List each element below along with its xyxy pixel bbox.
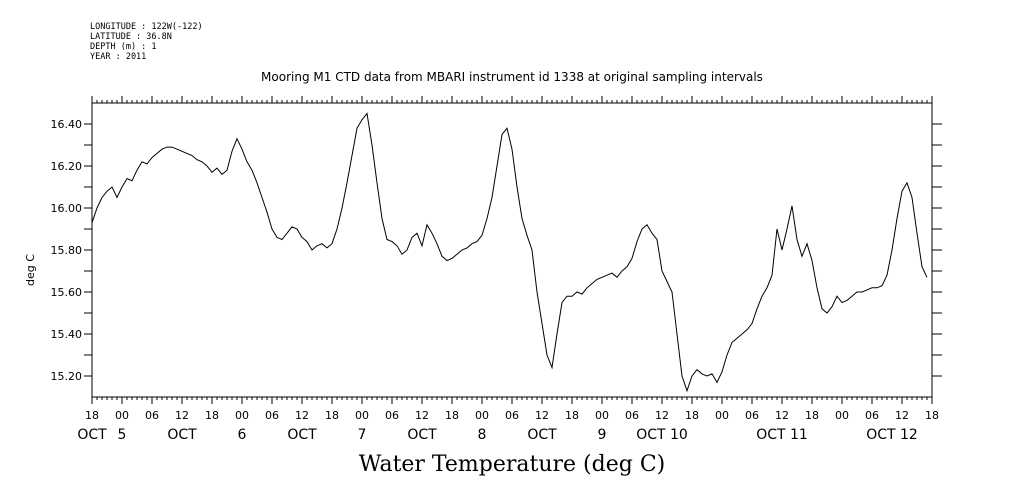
x-tick-label: 18 <box>685 409 699 422</box>
day-label: 7 <box>358 427 367 443</box>
x-tick-label: 06 <box>145 409 159 422</box>
day-label: OCT 11 <box>756 427 808 443</box>
x-tick-label: 12 <box>655 409 669 422</box>
x-tick-label: 00 <box>235 409 249 422</box>
day-label: 6 <box>238 427 247 443</box>
x-tick-label: 18 <box>925 409 939 422</box>
y-tick-label: 15.20 <box>51 370 83 383</box>
x-tick-label: 06 <box>745 409 759 422</box>
day-label: OCT <box>77 427 107 443</box>
x-tick-label: 18 <box>565 409 579 422</box>
x-tick-label: 12 <box>175 409 189 422</box>
x-tick-label: 06 <box>265 409 279 422</box>
day-label: OCT <box>527 427 557 443</box>
x-tick-label: 00 <box>595 409 609 422</box>
year-label: YEAR : 2011 <box>90 52 147 62</box>
x-tick-label: 18 <box>445 409 459 422</box>
day-label: OCT <box>407 427 437 443</box>
latitude-label: LATITUDE : 36.8N <box>90 32 172 42</box>
y-tick-label: 16.20 <box>51 160 83 173</box>
day-label: OCT 12 <box>866 427 918 443</box>
day-label: OCT 10 <box>636 427 688 443</box>
x-tick-label: 12 <box>775 409 789 422</box>
day-label: OCT <box>167 427 197 443</box>
x-axis-title: Water Temperature (deg C) <box>358 452 666 477</box>
chart-title: Mooring M1 CTD data from MBARI instrumen… <box>261 70 763 84</box>
y-tick-label: 16.00 <box>51 202 83 215</box>
x-tick-label: 06 <box>865 409 879 422</box>
y-tick-label: 15.40 <box>51 328 83 341</box>
tick-marks <box>84 96 942 404</box>
x-tick-label: 00 <box>115 409 129 422</box>
x-tick-label: 12 <box>535 409 549 422</box>
metadata-block: LONGITUDE : 122W(-122) LATITUDE : 36.8N … <box>90 22 203 62</box>
y-tick-label: 16.40 <box>51 118 83 131</box>
x-tick-label: 18 <box>85 409 99 422</box>
x-tick-label: 00 <box>835 409 849 422</box>
depth-label: DEPTH (m) : 1 <box>90 42 157 52</box>
x-tick-label: 12 <box>295 409 309 422</box>
x-tick-label: 12 <box>895 409 909 422</box>
x-tick-label: 06 <box>505 409 519 422</box>
x-tick-label: 06 <box>625 409 639 422</box>
x-tick-label: 00 <box>475 409 489 422</box>
day-label: 9 <box>598 427 607 443</box>
x-tick-labels: 18 00 06 12 18 00 06 12 18 00 06 12 18 00 06 12 18 00 06 12… <box>85 409 939 422</box>
day-label: OCT <box>287 427 317 443</box>
x-tick-label: 06 <box>385 409 399 422</box>
x-tick-label: 00 <box>355 409 369 422</box>
x-tick-label: 18 <box>325 409 339 422</box>
x-tick-label: 18 <box>205 409 219 422</box>
y-tick-label: 15.80 <box>51 244 83 257</box>
y-axis-label: deg C <box>24 254 37 286</box>
temperature-line <box>91 112 928 393</box>
longitude-label: LONGITUDE : 122W(-122) <box>90 22 203 32</box>
day-label: 8 <box>478 427 487 443</box>
x-tick-label: 12 <box>415 409 429 422</box>
x-tick-label: 18 <box>805 409 819 422</box>
day-labels: OCT 5 OCT 6 OCT 7 OCT 8 OCT 9 OCT 10 OCT 11 OCT 12 <box>77 427 917 443</box>
y-tick-label: 15.60 <box>51 286 83 299</box>
x-tick-label: 00 <box>715 409 729 422</box>
y-tick-labels: 15.20 15.40 15.60 15.80 16.00 16.20 16.40 <box>51 118 83 383</box>
day-label: 5 <box>118 427 127 443</box>
